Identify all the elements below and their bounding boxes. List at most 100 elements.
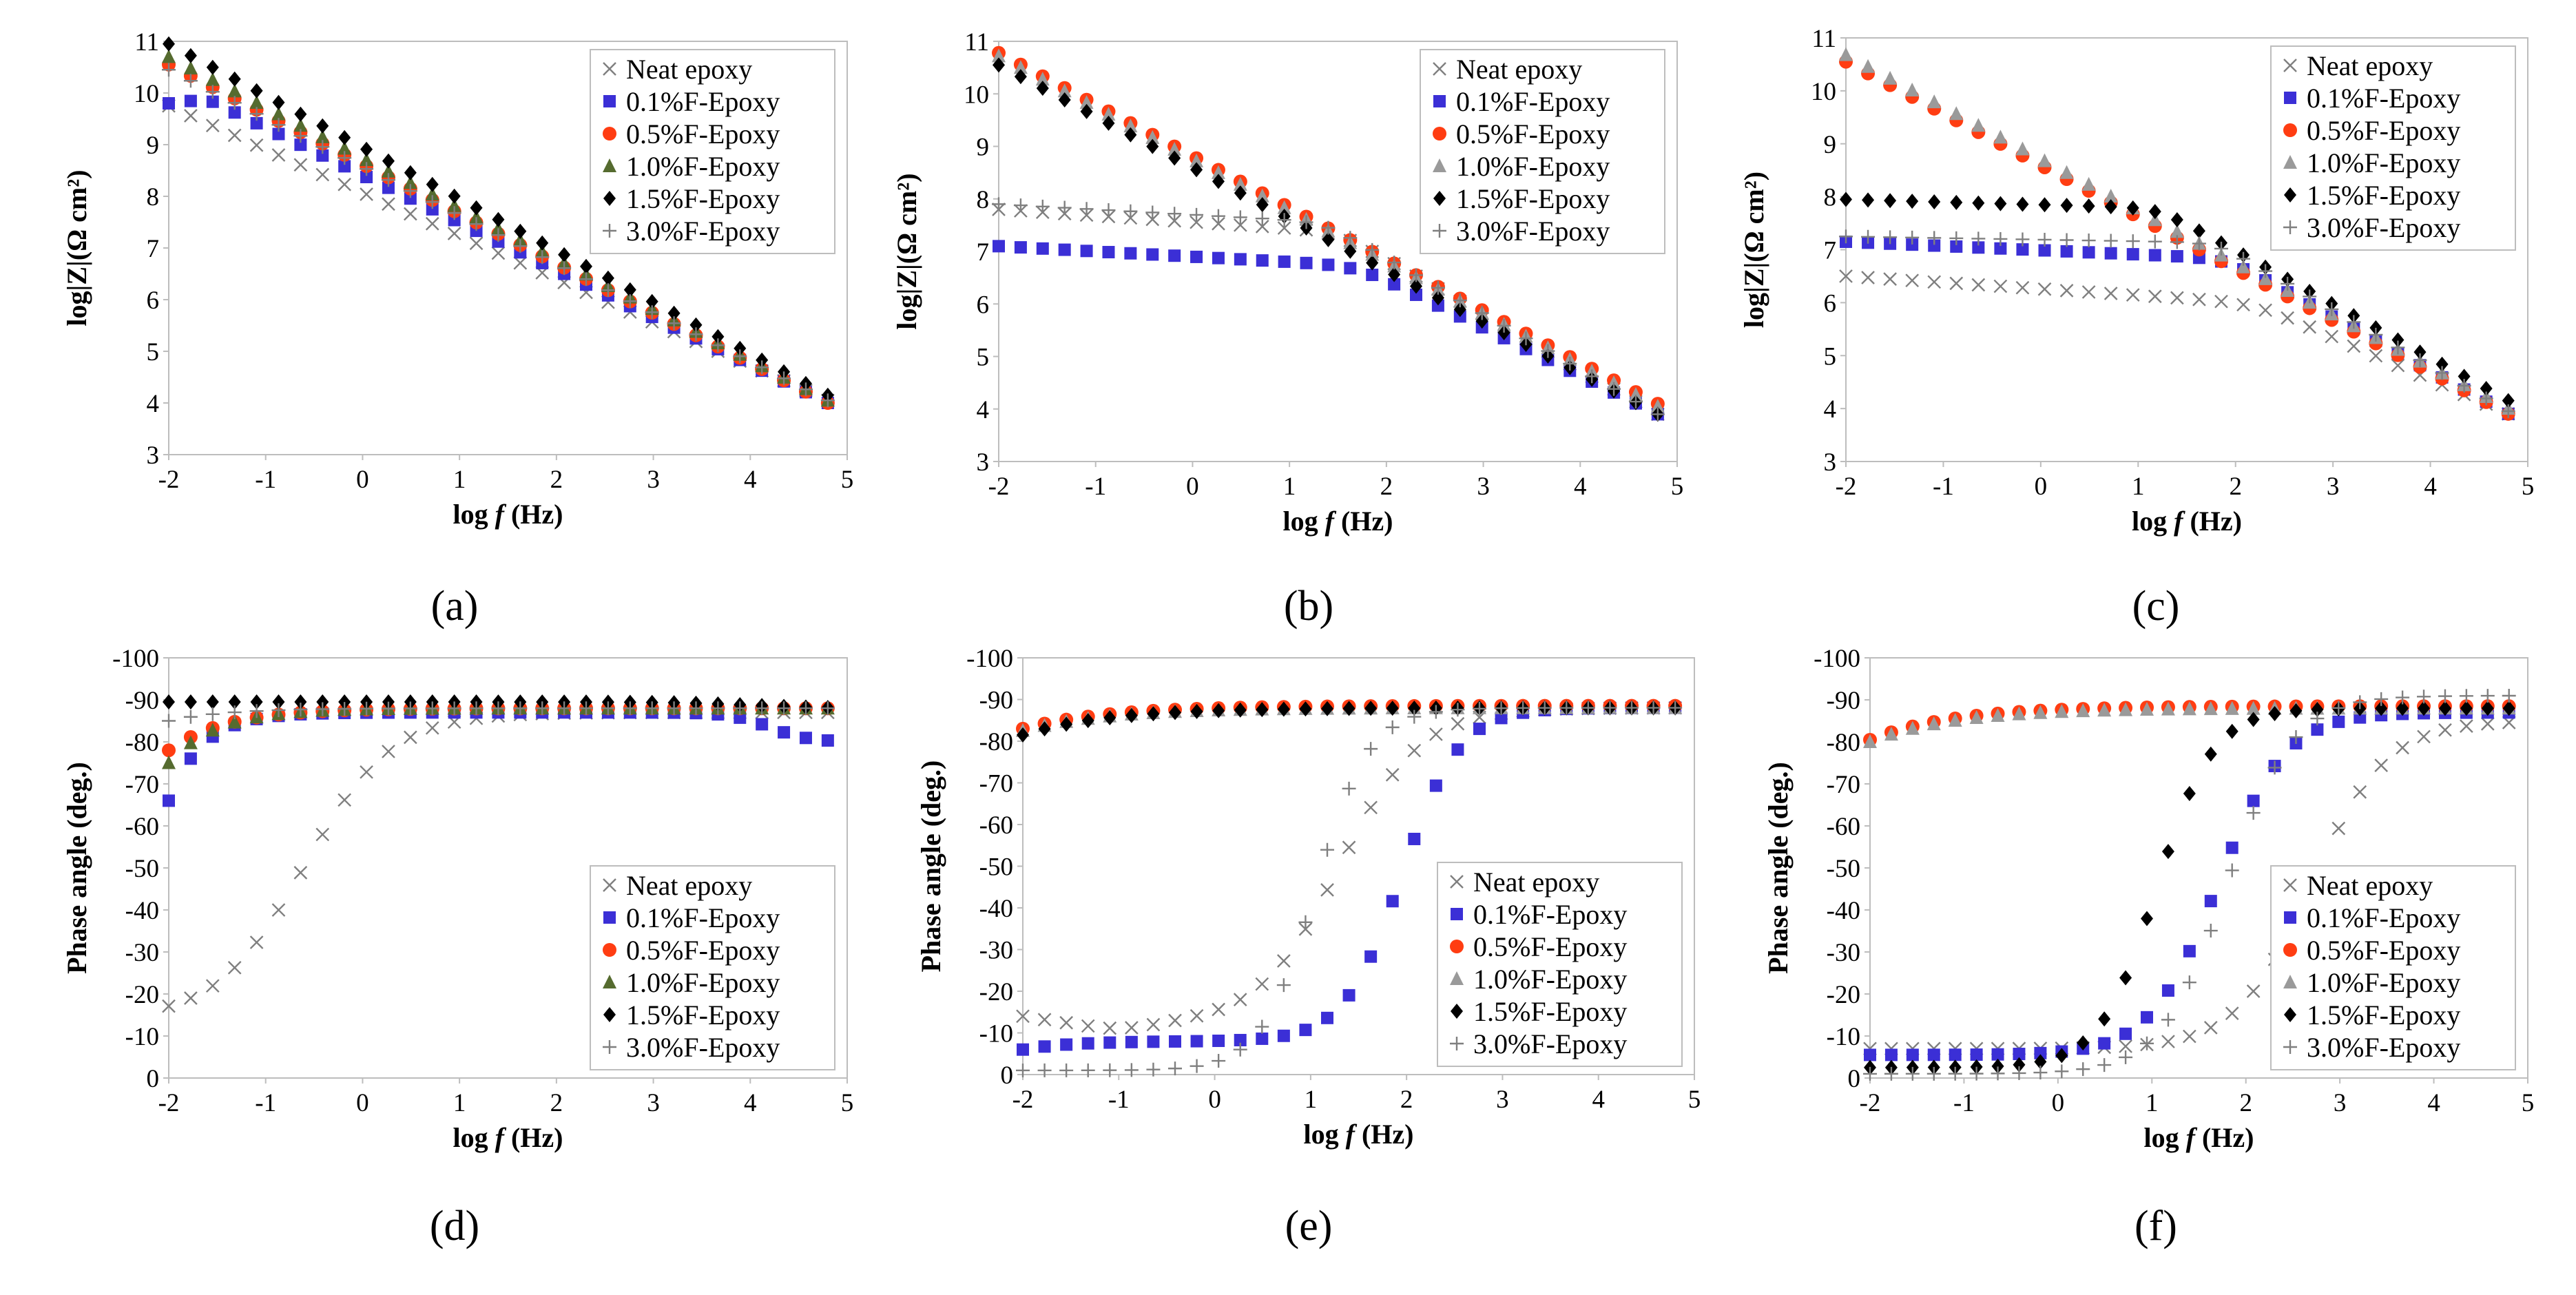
data-point bbox=[1017, 1043, 1029, 1056]
y-tick-label: 7 bbox=[977, 238, 990, 267]
data-point bbox=[2059, 165, 2074, 179]
x-tick-label: -1 bbox=[255, 1089, 276, 1117]
data-point bbox=[711, 701, 725, 716]
legend-label: 0.1%F-Epoxy bbox=[2307, 902, 2460, 933]
data-point bbox=[1991, 1066, 2005, 1081]
data-point bbox=[1883, 272, 1897, 286]
data-point bbox=[1059, 1015, 1073, 1030]
data-point bbox=[184, 48, 197, 63]
y-tick-label: 7 bbox=[1824, 237, 1837, 265]
data-point bbox=[360, 171, 373, 184]
data-point bbox=[2303, 289, 2317, 304]
x-tick-label: 4 bbox=[744, 466, 757, 494]
data-point bbox=[1862, 192, 1875, 208]
data-point bbox=[1668, 701, 1683, 715]
data-point bbox=[1233, 210, 1247, 225]
data-point bbox=[2214, 294, 2228, 309]
data-point bbox=[2097, 1058, 2112, 1073]
data-point bbox=[163, 794, 175, 807]
data-point bbox=[2374, 758, 2389, 772]
data-point bbox=[2214, 241, 2228, 256]
data-point bbox=[163, 694, 175, 710]
data-point bbox=[1863, 734, 1877, 748]
panel-label: (e) bbox=[1285, 1203, 1333, 1250]
data-point bbox=[1950, 194, 1963, 210]
data-point bbox=[1081, 1037, 1094, 1050]
data-point bbox=[2037, 153, 2052, 167]
data-point bbox=[1949, 276, 1964, 291]
data-point bbox=[1497, 318, 1511, 333]
legend-marker bbox=[603, 191, 616, 206]
series-0-1-f-epoxy bbox=[1840, 235, 2515, 420]
data-point bbox=[1453, 293, 1467, 308]
data-point bbox=[293, 865, 308, 880]
data-point bbox=[2268, 705, 2281, 721]
data-point bbox=[2170, 224, 2184, 238]
data-point bbox=[1364, 800, 1378, 815]
data-point bbox=[1146, 1017, 1161, 1032]
x-tick-label: 4 bbox=[744, 1089, 757, 1117]
data-point bbox=[1431, 299, 1444, 312]
data-point bbox=[163, 97, 175, 110]
data-point bbox=[1475, 313, 1488, 329]
data-point bbox=[2013, 1057, 2026, 1073]
data-point bbox=[535, 250, 550, 265]
data-point bbox=[1366, 255, 1379, 271]
data-point bbox=[381, 701, 395, 716]
data-point bbox=[2170, 235, 2184, 249]
data-point bbox=[1342, 840, 1356, 855]
x-tick-label: -2 bbox=[988, 473, 1010, 501]
data-point bbox=[447, 701, 461, 716]
data-point bbox=[205, 72, 220, 86]
data-point bbox=[227, 960, 242, 975]
x-tick-label: -1 bbox=[1085, 473, 1106, 501]
data-point bbox=[558, 247, 571, 262]
data-point bbox=[1650, 407, 1665, 422]
data-point bbox=[492, 211, 505, 227]
x-tick-label: 0 bbox=[2035, 473, 2048, 501]
legend-label: Neat epoxy bbox=[2307, 50, 2433, 81]
data-point bbox=[2119, 1039, 2132, 1053]
legend-label: 3.0%F-Epoxy bbox=[1473, 1028, 1627, 1059]
data-point bbox=[1451, 743, 1464, 756]
data-point bbox=[1365, 242, 1380, 257]
data-point bbox=[2183, 944, 2196, 957]
x-tick-label: -2 bbox=[1860, 1089, 1881, 1117]
data-point bbox=[1298, 915, 1313, 929]
data-point bbox=[2413, 353, 2427, 367]
data-point bbox=[183, 709, 198, 724]
data-point bbox=[1277, 213, 1291, 227]
data-point bbox=[1169, 1035, 1181, 1048]
data-point bbox=[513, 256, 528, 270]
data-point bbox=[425, 721, 439, 735]
data-point bbox=[1607, 382, 1621, 396]
data-point bbox=[2081, 234, 2096, 248]
legend-label: 1.0%F-Epoxy bbox=[1473, 964, 1627, 995]
data-point bbox=[2396, 701, 2409, 716]
y-tick-label: 3 bbox=[1824, 448, 1837, 477]
data-point bbox=[1211, 209, 1225, 223]
legend-marker bbox=[2283, 155, 2297, 169]
x-tick-label: 2 bbox=[550, 1089, 563, 1117]
data-point bbox=[1013, 198, 1028, 213]
data-point bbox=[2098, 1037, 2111, 1050]
data-point bbox=[1863, 1066, 1877, 1081]
data-point bbox=[426, 203, 439, 216]
legend: Neat epoxy0.1%F-Epoxy0.5%F-Epoxy1.0%F-Ep… bbox=[1420, 49, 1665, 254]
y-tick-label: -60 bbox=[125, 813, 159, 841]
data-point bbox=[271, 106, 286, 121]
data-point bbox=[184, 94, 197, 107]
legend-marker bbox=[2284, 911, 2296, 924]
data-point bbox=[993, 240, 1005, 253]
data-point bbox=[183, 735, 198, 749]
data-point bbox=[2192, 223, 2205, 239]
data-point bbox=[1409, 268, 1424, 282]
data-point bbox=[2034, 1046, 2047, 1059]
data-point bbox=[2236, 251, 2251, 266]
data-point bbox=[294, 694, 307, 710]
legend-label: 0.5%F-Epoxy bbox=[2307, 115, 2460, 146]
data-point bbox=[1299, 701, 1312, 717]
data-point bbox=[2246, 806, 2261, 820]
y-tick-label: -70 bbox=[1827, 771, 1860, 799]
x-tick-label: 5 bbox=[2522, 1089, 2535, 1117]
